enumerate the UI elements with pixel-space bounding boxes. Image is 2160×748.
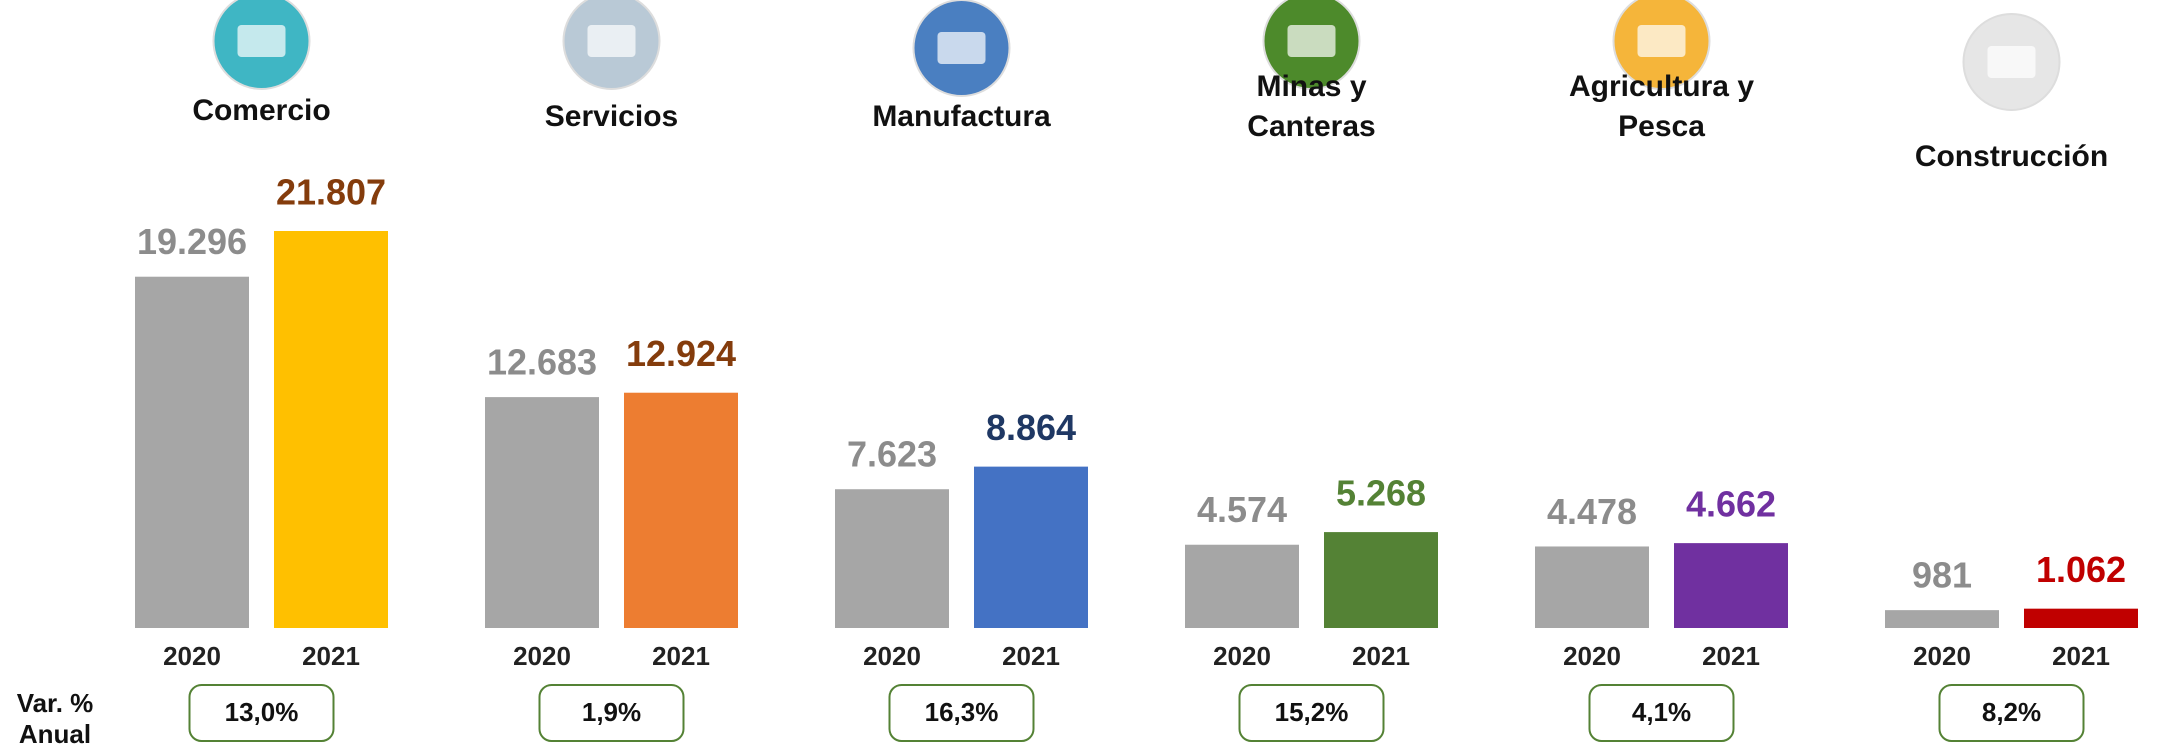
icon-detail — [237, 25, 286, 57]
value-label: 21.807 — [276, 172, 386, 213]
icon-detail — [937, 32, 986, 64]
value-label: 12.924 — [626, 333, 736, 374]
category-label: Comercio — [192, 94, 330, 127]
variation-box — [188, 684, 335, 742]
category-label: Manufactura — [872, 100, 1051, 133]
category-label: Minas y Canteras — [1247, 70, 1375, 143]
bar — [1185, 544, 1299, 628]
value-label: 7.623 — [847, 434, 937, 475]
variation-value: 15,2% — [1275, 697, 1349, 727]
bar — [274, 231, 388, 628]
category-label: Servicios — [545, 100, 678, 133]
year-label: 2021 — [652, 641, 710, 671]
variation-value: 16,3% — [925, 697, 999, 727]
value-label: 12.683 — [487, 342, 597, 383]
variation-box — [888, 684, 1035, 742]
bar — [135, 276, 249, 628]
bar — [485, 397, 599, 628]
variation-value: 4,1% — [1632, 697, 1691, 727]
year-label: 2021 — [2052, 641, 2110, 671]
icon-detail — [587, 25, 636, 57]
variation-box — [1588, 684, 1735, 742]
variation-value: 13,0% — [225, 697, 299, 727]
icon-detail — [1287, 25, 1336, 57]
year-label: 2020 — [863, 641, 921, 671]
year-label: 2020 — [163, 641, 221, 671]
value-label: 8.864 — [986, 407, 1076, 448]
value-label: 5.268 — [1336, 473, 1426, 514]
year-label: 2021 — [302, 641, 360, 671]
bar — [624, 392, 738, 628]
value-label: 4.478 — [1547, 491, 1637, 532]
year-label: 2020 — [1913, 641, 1971, 671]
icon-detail — [1987, 46, 2036, 78]
value-label: 1.062 — [2036, 549, 2126, 590]
bar — [974, 466, 1088, 628]
variation-box — [1938, 684, 2085, 742]
bar — [1885, 610, 1999, 628]
bar — [1535, 546, 1649, 628]
category-label: Construcción — [1915, 140, 2108, 173]
year-label: 2020 — [1213, 641, 1271, 671]
year-label: 2021 — [1002, 641, 1060, 671]
variation-box — [1238, 684, 1385, 742]
variation-label: Anual — [19, 719, 91, 748]
value-label: 19.296 — [137, 221, 247, 262]
variation-label: Var. % — [17, 688, 94, 718]
bar — [1324, 532, 1438, 628]
year-label: 2020 — [513, 641, 571, 671]
variation-box — [538, 684, 685, 742]
bar — [835, 489, 949, 628]
icon-detail — [1637, 25, 1686, 57]
variation-value: 1,9% — [582, 697, 641, 727]
year-label: 2020 — [1563, 641, 1621, 671]
year-label: 2021 — [1702, 641, 1760, 671]
bar — [2024, 608, 2138, 628]
category-label: Agricultura y Pesca — [1569, 70, 1754, 143]
value-label: 4.574 — [1197, 489, 1287, 530]
value-label: 4.662 — [1686, 484, 1776, 525]
year-label: 2021 — [1352, 641, 1410, 671]
value-label: 981 — [1912, 555, 1972, 596]
variation-value: 8,2% — [1982, 697, 2041, 727]
bar — [1674, 543, 1788, 628]
